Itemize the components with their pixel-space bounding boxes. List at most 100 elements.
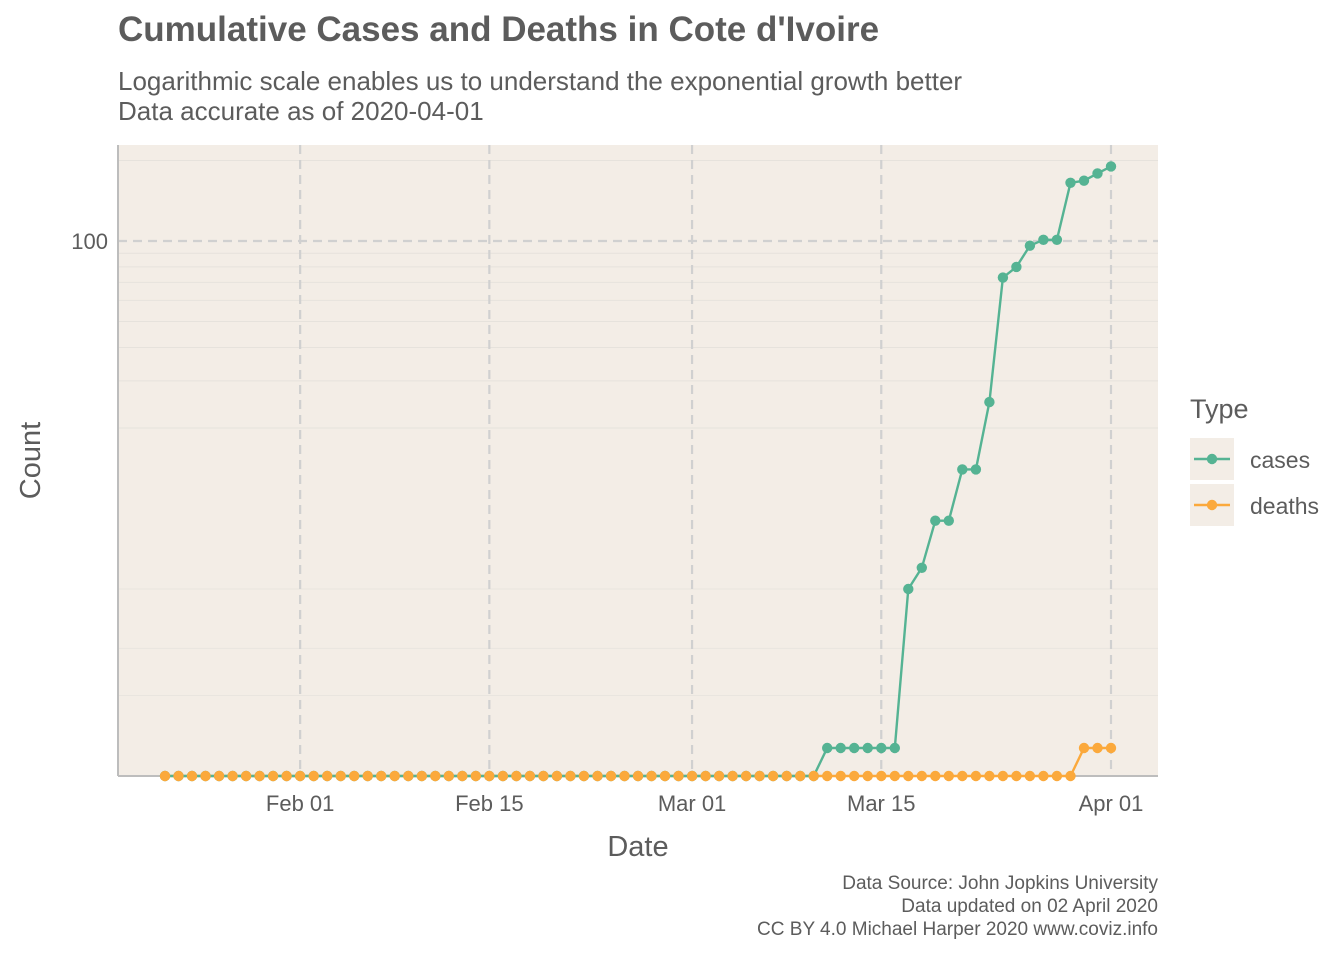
deaths-point [849,770,860,782]
deaths-point [200,770,211,782]
deaths-point [659,770,671,782]
deaths-point [957,770,968,782]
cases-point [1065,177,1076,188]
subtitle-line-2: Data accurate as of 2020-04-01 [118,96,484,126]
y-axis-title: Count [15,422,47,499]
deaths-point [970,770,982,782]
y-tick-label: 100 [71,229,108,254]
x-tick-label: Feb 01 [266,791,335,816]
deaths-point [767,770,779,782]
cases-point [876,742,887,754]
x-tick-label: Mar 01 [658,791,726,816]
deaths-point [376,770,387,782]
deaths-point [646,770,657,782]
deaths-point [862,770,873,782]
deaths-point [565,770,576,782]
deaths-point [335,770,346,782]
cases-point [862,742,873,754]
cases-point [1105,161,1117,172]
cases-point [1092,168,1103,179]
deaths-point [254,770,265,782]
deaths-point [403,770,414,782]
cases-point [957,464,968,475]
deaths-point [916,770,927,782]
deaths-point [822,770,833,782]
legend-key-point [1206,453,1218,465]
deaths-point [1078,742,1090,754]
deaths-point [362,770,373,782]
legend-title: Type [1190,394,1249,424]
caption-line-2: Data updated on 02 April 2020 [901,896,1158,917]
deaths-point [484,770,495,782]
deaths-point [1024,770,1036,782]
x-tick-label: Mar 15 [847,791,915,816]
caption-line-1: Data Source: John Jopkins University [842,873,1158,894]
deaths-point [930,770,941,782]
deaths-point [524,770,536,782]
deaths-point [497,770,509,782]
cases-point [930,515,941,526]
legend-key-point [1206,499,1218,511]
x-tick-label: Feb 15 [455,791,524,816]
deaths-point [281,770,292,782]
cases-point [889,742,900,754]
deaths-point [538,770,549,782]
deaths-point [1011,770,1022,782]
deaths-point [605,770,617,782]
deaths-point [511,770,522,782]
deaths-point [1038,770,1049,782]
deaths-point [795,770,806,782]
cases-point [1011,261,1022,273]
deaths-point [186,770,198,782]
deaths-point [213,770,225,782]
legend-label-deaths: deaths [1250,493,1319,519]
deaths-point [997,770,1009,782]
deaths-point [1051,770,1063,782]
deaths-point [713,770,725,782]
chart-subtitle: Logarithmic scale enables us to understa… [118,66,962,126]
deaths-point [551,770,563,782]
deaths-point [430,770,441,782]
deaths-point [943,770,954,782]
deaths-point [673,770,684,782]
cases-point [916,562,927,573]
deaths-point [686,770,698,782]
caption-line-3: CC BY 4.0 Michael Harper 2020 www.coviz.… [757,919,1158,940]
deaths-point [754,770,765,782]
deaths-point [592,770,603,782]
subtitle-line-1: Logarithmic scale enables us to understa… [118,66,963,96]
deaths-point [889,770,900,782]
deaths-point [322,770,333,782]
deaths-point [1065,770,1076,782]
cases-point [1051,234,1063,245]
deaths-point [227,770,238,782]
deaths-point [740,770,752,782]
deaths-point [1092,742,1103,754]
deaths-point [308,770,319,782]
x-axis-title: Date [607,831,668,863]
cases-point [970,464,982,475]
chart-title: Cumulative Cases and Deaths in Cote d'Iv… [118,10,880,49]
deaths-point [1105,742,1117,754]
cases-point [984,396,995,408]
deaths-point [835,770,846,782]
deaths-point [267,770,279,782]
cases-point [835,742,846,754]
deaths-point [294,770,306,782]
deaths-point [240,770,252,782]
cases-point [1038,234,1049,245]
cases-point [1024,240,1036,251]
x-tick-label: Apr 01 [1079,791,1144,816]
deaths-point [727,770,738,782]
deaths-point [903,770,914,782]
cases-point [822,742,833,754]
deaths-point [578,770,590,782]
deaths-point [632,770,644,782]
deaths-point [808,770,819,782]
deaths-point [416,770,427,782]
deaths-point [389,770,400,782]
cases-point [997,272,1009,283]
cases-point [1078,175,1090,186]
deaths-point [443,770,454,782]
deaths-point [470,770,481,782]
